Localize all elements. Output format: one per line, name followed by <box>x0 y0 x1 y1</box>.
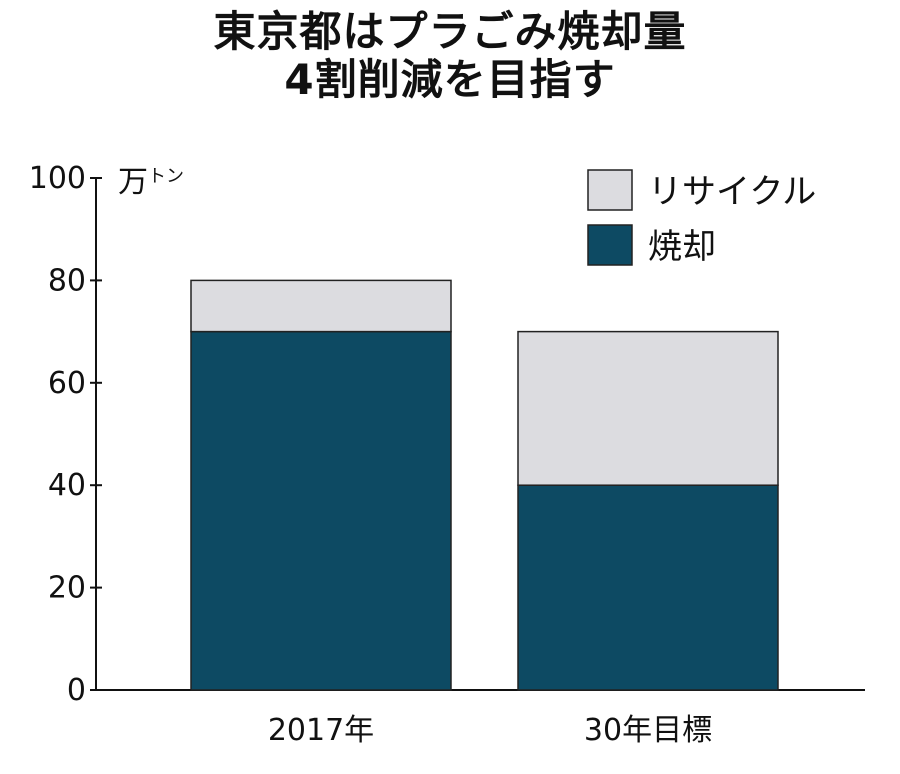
bars <box>190 279 779 691</box>
y-tick-label: 60 <box>48 366 86 401</box>
bar-segment <box>190 330 452 691</box>
y-axis: 0 20 40 60 80 100 <box>29 161 865 708</box>
x-category-label: 2017年 <box>268 713 374 748</box>
title-line-1: 東京都はプラごみ焼却量 <box>213 7 687 56</box>
legend-swatch <box>587 169 633 211</box>
bar-segment <box>517 330 779 486</box>
legend-label: リサイクル <box>648 172 816 212</box>
x-axis-labels: 2017年 30年目標 <box>268 713 712 748</box>
title-line-2: 4割削減を目指す <box>284 55 616 104</box>
legend-swatch <box>587 224 633 266</box>
y-tick-label: 0 <box>67 673 86 708</box>
y-tick-label: 40 <box>48 468 86 503</box>
y-tick-label: 20 <box>48 571 86 606</box>
y-tick-label: 100 <box>29 161 86 196</box>
x-category-label: 30年目標 <box>584 713 712 748</box>
unit-label: 万トン <box>118 165 184 200</box>
legend-label: 焼却 <box>648 227 716 267</box>
bar-segment <box>190 279 452 333</box>
bar-segment <box>517 484 779 691</box>
y-tick-label: 80 <box>48 263 86 298</box>
chart-title: 東京都はプラごみ焼却量 4割削減を目指す <box>0 8 900 104</box>
